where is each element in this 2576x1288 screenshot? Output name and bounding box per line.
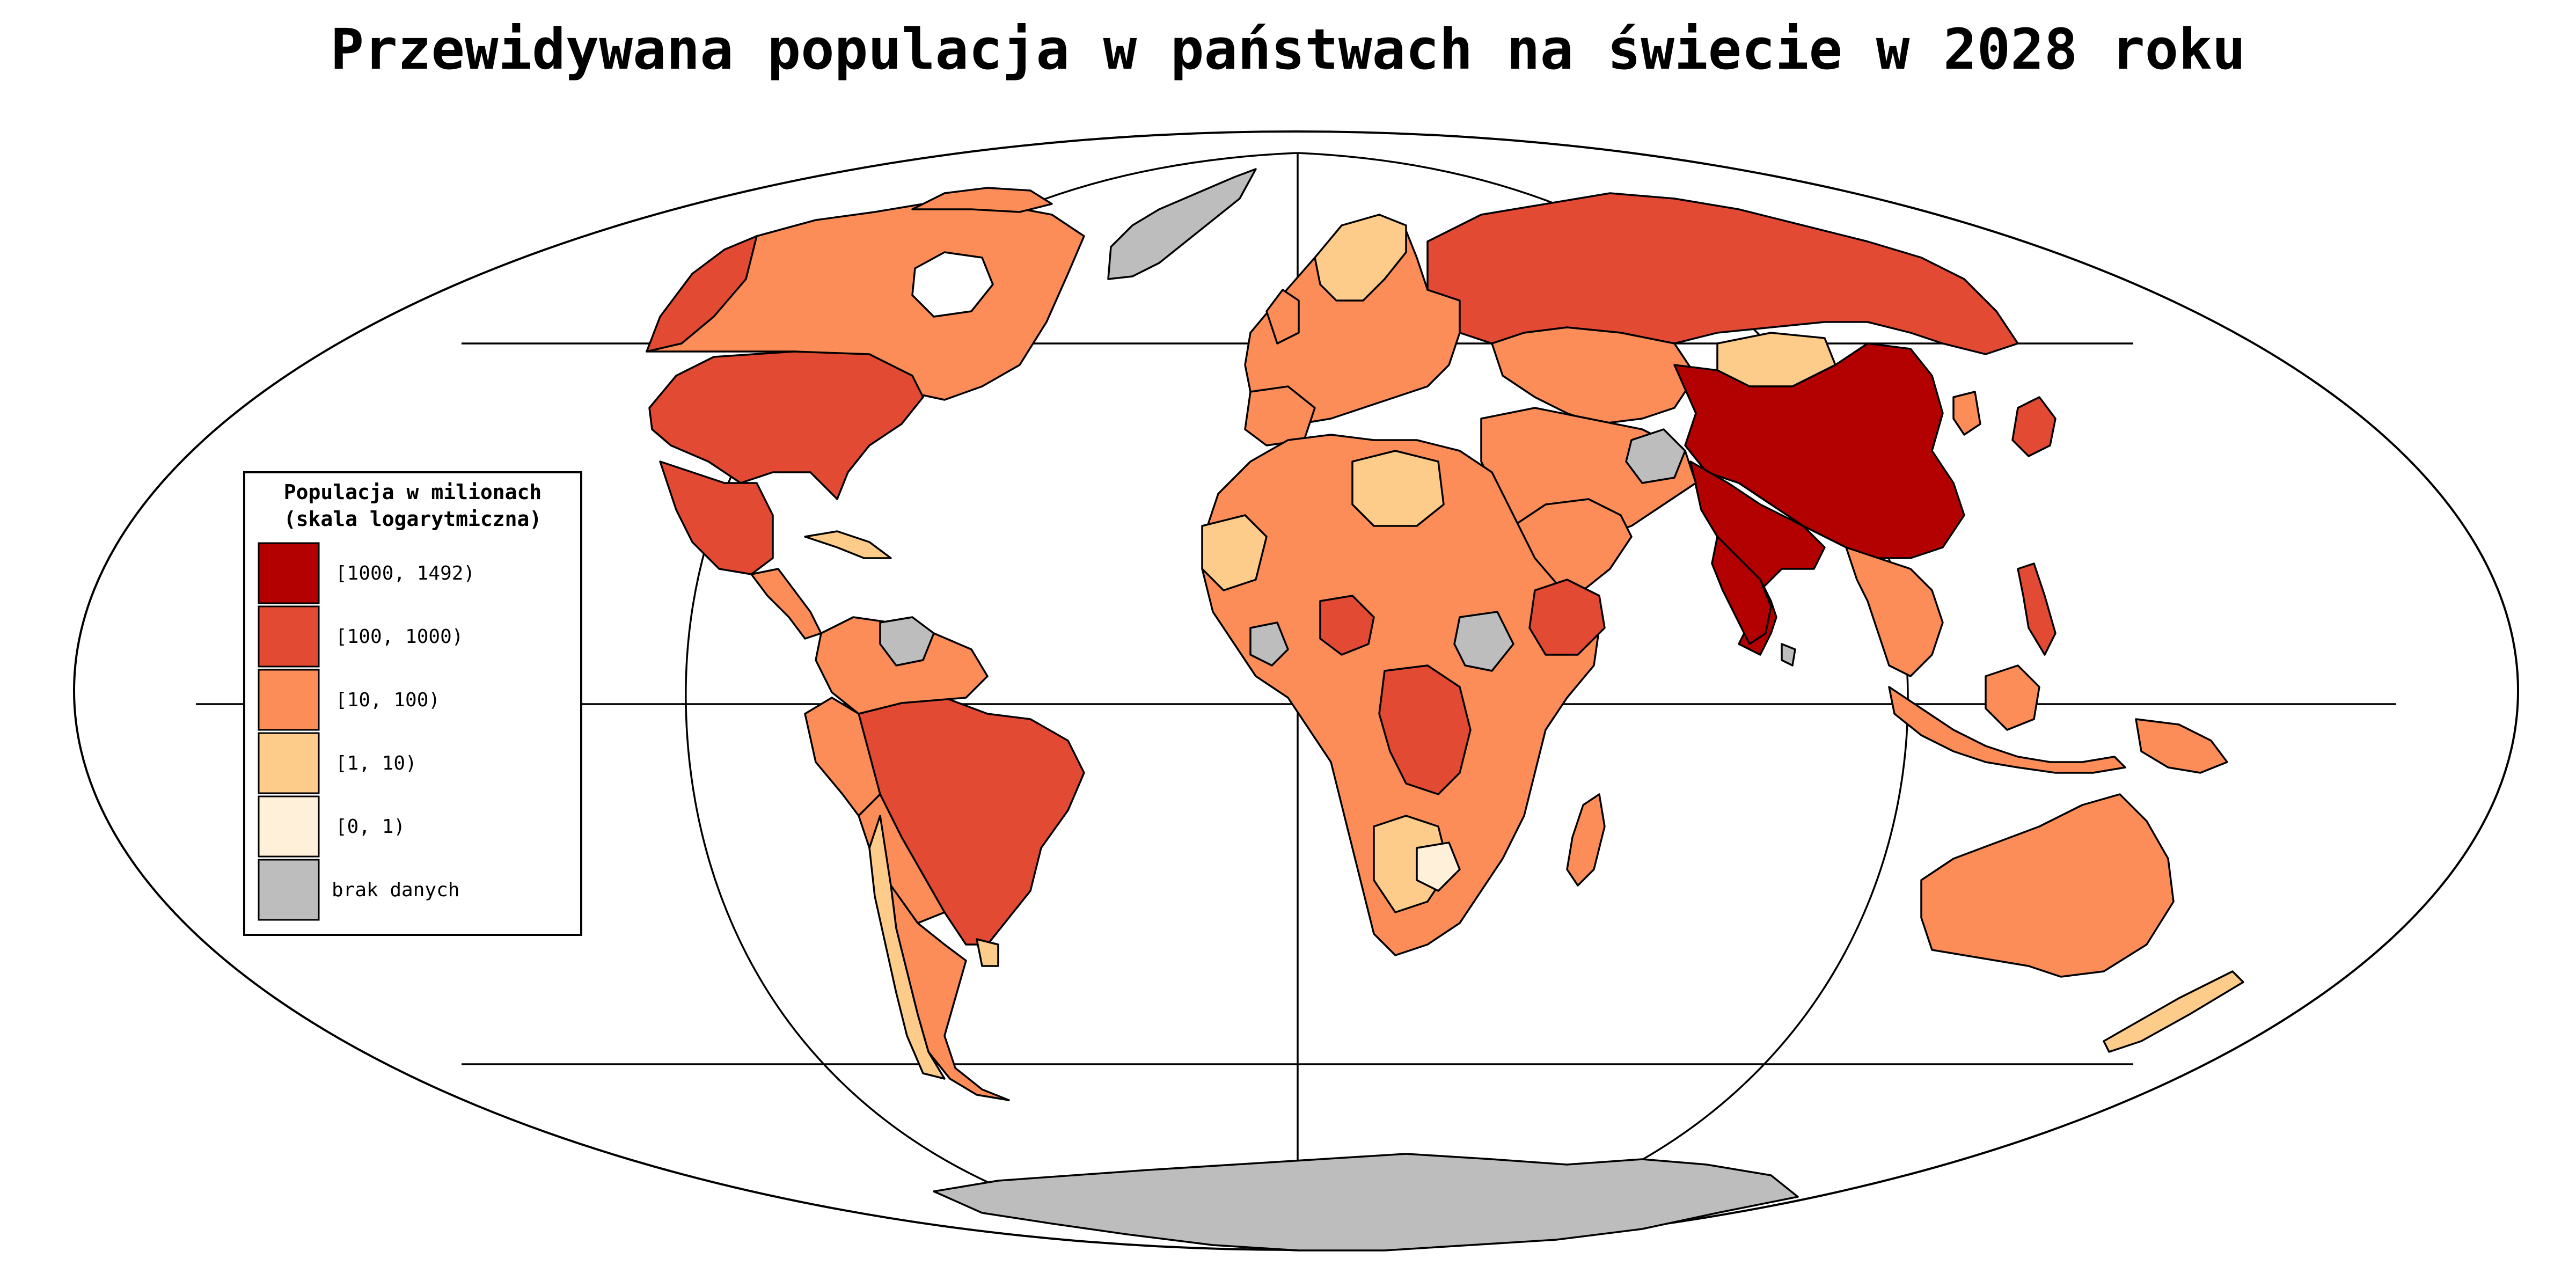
- legend-label: [1, 10): [335, 752, 417, 774]
- region-korea: [1952, 391, 1981, 436]
- legend-label: [10, 100): [335, 689, 440, 711]
- country-uk: [1265, 289, 1300, 345]
- region-central-asia: [1491, 326, 1697, 425]
- legend-title-line1: Populacja w milionach: [284, 480, 541, 504]
- legend-entry-1: [100, 1000): [258, 605, 463, 668]
- country-dr-congo: [1378, 664, 1472, 795]
- country-russia: [1426, 192, 2019, 355]
- country-uruguay: [976, 938, 999, 967]
- country-india-south: [1711, 536, 1772, 645]
- legend-entry-5: brak danych: [258, 859, 459, 921]
- legend-title-line2: (skala logarytmiczna): [284, 507, 541, 531]
- hudson-bay: [911, 251, 994, 318]
- legend-swatch: [258, 795, 320, 858]
- country-sri-lanka: [1781, 643, 1796, 667]
- legend-label: [1000, 1492): [335, 562, 475, 584]
- country-botswana: [1416, 841, 1461, 892]
- country-madagascar: [1566, 793, 1606, 887]
- country-usa-alaska: [646, 235, 758, 353]
- region-southeast-asia: [1845, 546, 1944, 677]
- legend-label: brak danych: [332, 879, 459, 901]
- region-scandinavia: [1314, 214, 1407, 302]
- map-title: Przewidywana populacja w państwach na św…: [331, 17, 2246, 82]
- country-libya: [1351, 450, 1445, 527]
- caribbean-islands: [804, 530, 892, 559]
- country-mali-region: [1249, 621, 1289, 667]
- legend-swatch: [258, 669, 320, 731]
- country-south-sudan: [1453, 611, 1514, 672]
- legend-label: [100, 1000): [335, 626, 463, 648]
- countries: [646, 168, 2244, 1252]
- legend-entry-3: [1, 10): [258, 732, 417, 794]
- region-western-sahara: [1201, 514, 1268, 591]
- country-mexico: [659, 460, 774, 575]
- country-chile: [868, 815, 946, 1080]
- country-indonesia: [1888, 686, 2126, 774]
- legend-entry-4: [0, 1): [258, 795, 405, 858]
- region-afghanistan: [1625, 428, 1686, 484]
- country-greenland: [1107, 168, 1257, 280]
- legend-entry-2: [10, 100): [258, 669, 440, 731]
- country-nigeria: [1319, 595, 1375, 656]
- legend-swatch: [258, 732, 320, 794]
- country-new-zealand: [2103, 970, 2244, 1053]
- country-papua-new-guinea: [2135, 718, 2228, 774]
- country-japan: [2011, 396, 2057, 457]
- legend: Populacja w milionach (skala logarytmicz…: [243, 471, 582, 936]
- central-america: [750, 568, 822, 640]
- country-philippines: [2017, 562, 2057, 656]
- legend-swatch: [258, 605, 320, 668]
- antarctica: [933, 1153, 1799, 1252]
- country-ethiopia: [1528, 579, 1606, 656]
- country-canada-islands: [911, 187, 1053, 213]
- legend-label: [0, 1): [335, 816, 405, 838]
- legend-swatch: [258, 859, 320, 921]
- legend-entry-0: [1000, 1492): [258, 542, 475, 604]
- region-borneo: [1985, 664, 2040, 731]
- guiana-region: [879, 616, 935, 667]
- legend-swatch: [258, 542, 320, 604]
- country-china: [1673, 342, 1965, 559]
- country-australia: [1920, 793, 2175, 978]
- country-usa: [648, 350, 924, 500]
